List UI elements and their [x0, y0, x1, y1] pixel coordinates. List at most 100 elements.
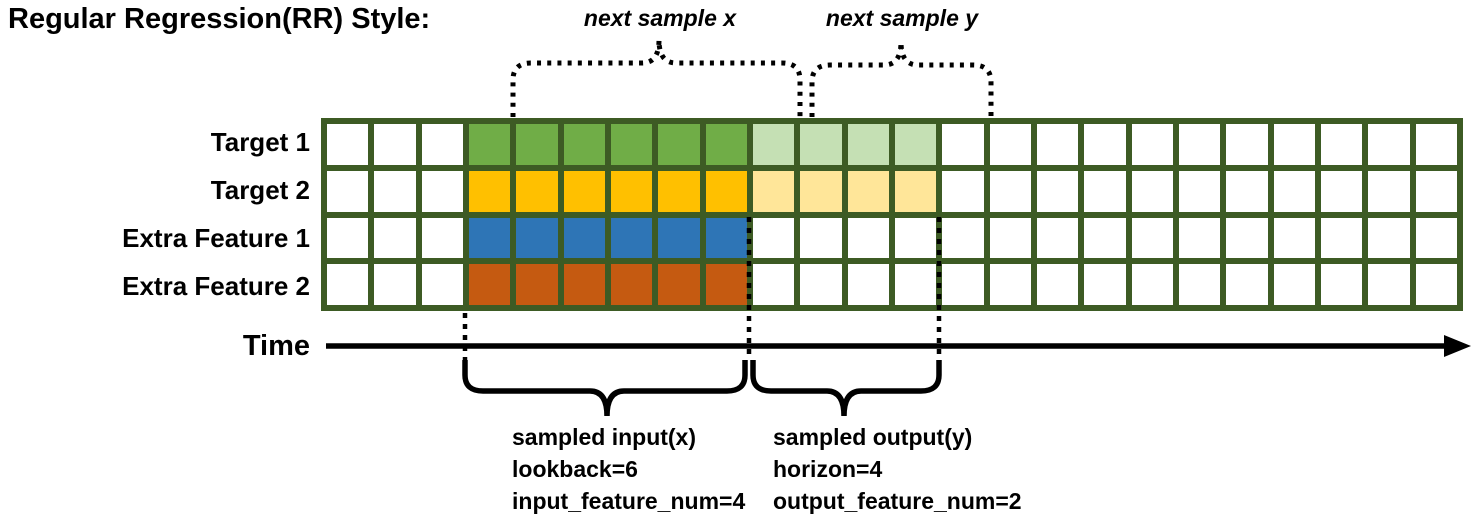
grid-cell-orange [705, 264, 747, 305]
grid-cell-white [1226, 264, 1268, 305]
grid-cell-gold [516, 170, 558, 212]
grid-cell-green [516, 124, 558, 165]
grid-cell-white [1320, 264, 1363, 305]
grid-cell-white [1320, 217, 1363, 259]
grid-cell-green [705, 124, 747, 165]
grid-cell-white [752, 264, 795, 305]
next-sample-x-brace [510, 39, 803, 117]
row-labels: Target 1 Target 2 Extra Feature 1 Extra Fea… [0, 118, 310, 311]
grid-cell-white [327, 264, 369, 305]
grid-cell-white [1084, 170, 1126, 212]
grid-cell-gold [705, 170, 747, 212]
grid-cell-white [1368, 124, 1410, 165]
grid-cell-white [800, 264, 842, 305]
grid-cell-green [468, 124, 511, 165]
grid-cell-white [1368, 170, 1410, 212]
grid-cell-white [847, 264, 889, 305]
output-feature-num-value: output_feature_num=2 [773, 488, 1022, 514]
grid-cell-white [1036, 124, 1079, 165]
grid-cell-orange [658, 264, 700, 305]
grid-cell-light_green [752, 124, 795, 165]
grid-cell-white [1131, 217, 1173, 259]
grid-cell-white [1131, 170, 1173, 212]
grid-cell-white [374, 124, 416, 165]
grid-cell-white [942, 217, 984, 259]
grid-cell-white [1368, 264, 1410, 305]
page-title: Regular Regression(RR) Style: [8, 3, 431, 35]
grid-cell-white [1226, 217, 1268, 259]
grid-cell-white [1178, 264, 1221, 305]
grid-cell-white [1273, 217, 1315, 259]
grid-cell-white [374, 217, 416, 259]
time-axis-arrowhead [1444, 335, 1471, 357]
grid-cell-light_green [800, 124, 842, 165]
next-sample-x-label: next sample x [583, 5, 737, 31]
grid-cell-white [421, 217, 463, 259]
grid-cell-white [1036, 170, 1079, 212]
grid-cell-gold [468, 170, 511, 212]
grid-cell-white [374, 264, 416, 305]
grid-cell-white [989, 124, 1031, 165]
grid-cell-gold [610, 170, 653, 212]
grid-cell-white [800, 217, 842, 259]
grid-cell-orange [563, 264, 605, 305]
grid-cell-blue [516, 217, 558, 259]
grid-cell-blue [563, 217, 605, 259]
sampled-input-brace [462, 360, 748, 417]
grid-cell-white [1273, 124, 1315, 165]
grid-cell-white [989, 170, 1031, 212]
grid-cell-green [658, 124, 700, 165]
grid-cell-white [1084, 124, 1126, 165]
sample-grid [321, 118, 1463, 311]
grid-cell-light_gold [752, 170, 795, 212]
next-sample-y-label: next sample y [825, 5, 979, 31]
grid-cell-light_gold [894, 170, 937, 212]
grid-cell-white [989, 264, 1031, 305]
grid-cell-white [1415, 170, 1457, 212]
grid-cell-blue [610, 217, 653, 259]
grid-cell-light_green [894, 124, 937, 165]
grid-cell-white [374, 170, 416, 212]
grid-cell-orange [610, 264, 653, 305]
grid-cell-white [1178, 124, 1221, 165]
grid-cell-white [1226, 170, 1268, 212]
grid-cell-white [1131, 264, 1173, 305]
grid-cell-white [1320, 124, 1363, 165]
grid-cell-white [942, 124, 984, 165]
grid-cell-white [1415, 217, 1457, 259]
grid-cell-white [989, 217, 1031, 259]
grid-cell-white [1084, 217, 1126, 259]
grid-cell-light_gold [800, 170, 842, 212]
time-axis-label: Time [242, 330, 310, 362]
grid-cell-white [1178, 217, 1221, 259]
row-label: Extra Feature 1 [122, 223, 310, 254]
row-label: Target 1 [210, 126, 310, 157]
next-sample-y-brace [809, 41, 994, 117]
grid-cell-white [1131, 124, 1173, 165]
grid-cell-orange [516, 264, 558, 305]
grid-cell-light_green [847, 124, 889, 165]
sampled-output-brace [750, 360, 942, 417]
row-label: Extra Feature 2 [122, 271, 310, 302]
grid-cell-white [327, 170, 369, 212]
horizon-value: horizon=4 [773, 456, 883, 482]
grid-cell-white [942, 264, 984, 305]
grid-cell-white [1415, 124, 1457, 165]
grid-cell-blue [468, 217, 511, 259]
grid-cell-white [894, 264, 937, 305]
lookback-value: lookback=6 [512, 456, 638, 482]
grid-cell-white [1415, 264, 1457, 305]
grid-cell-white [942, 170, 984, 212]
grid-cell-white [1036, 217, 1079, 259]
grid-cell-white [327, 124, 369, 165]
grid-cell-green [610, 124, 653, 165]
grid-cell-white [327, 217, 369, 259]
grid-cell-white [1273, 170, 1315, 212]
grid-cell-blue [705, 217, 747, 259]
grid-cell-white [421, 124, 463, 165]
sampled-output-title: sampled output(y) [773, 424, 973, 450]
grid-cell-white [752, 217, 795, 259]
grid-cell-orange [468, 264, 511, 305]
grid-cell-white [421, 264, 463, 305]
